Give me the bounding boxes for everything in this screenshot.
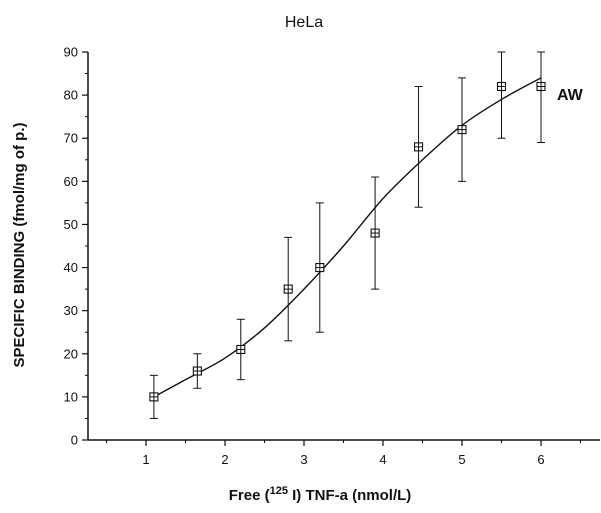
data-point-10 bbox=[536, 81, 546, 92]
data-markers bbox=[149, 81, 546, 402]
data-point-7 bbox=[413, 142, 424, 152]
y-ticks: 0 10 20 30 40 50 60 70 80 90 bbox=[64, 45, 88, 448]
data-point-5 bbox=[315, 263, 325, 273]
x-tick-label-2: 2 bbox=[221, 452, 228, 467]
x-tick-label-5: 5 bbox=[458, 452, 465, 467]
chart-title: HeLa bbox=[285, 14, 323, 31]
x-ticks: 1 2 3 4 5 6 bbox=[106, 440, 581, 467]
x-axis-title: Free (125 I) TNF-a (nmol/L) bbox=[229, 485, 412, 504]
x-tick-label-3: 3 bbox=[300, 452, 307, 467]
y-tick-label-60: 60 bbox=[64, 174, 78, 189]
x-axis-title-prefix: Free ( bbox=[229, 487, 270, 504]
x-tick-label-6: 6 bbox=[537, 452, 544, 467]
y-tick-label-0: 0 bbox=[71, 433, 78, 448]
data-point-6 bbox=[370, 228, 380, 238]
x-axis-title-suffix: I) TNF-a (nmol/L) bbox=[288, 487, 411, 504]
error-bars bbox=[149, 51, 545, 419]
series-label-aw: AW bbox=[557, 87, 584, 104]
y-tick-label-70: 70 bbox=[64, 131, 78, 146]
x-tick-label-4: 4 bbox=[379, 452, 386, 467]
x-axis-title-superscript: 125 bbox=[270, 485, 288, 497]
data-point-8 bbox=[457, 125, 467, 135]
y-tick-label-30: 30 bbox=[64, 303, 78, 318]
y-tick-label-90: 90 bbox=[64, 45, 78, 60]
error-bar-10 bbox=[537, 51, 545, 144]
y-axis-title: SPECIFIC BINDING (fmol/mg of p.) bbox=[11, 123, 28, 368]
data-point-4 bbox=[283, 284, 293, 294]
y-tick-label-20: 20 bbox=[64, 346, 78, 361]
y-tick-label-40: 40 bbox=[64, 260, 78, 275]
error-bar-9 bbox=[497, 51, 506, 139]
data-point-3 bbox=[236, 344, 246, 355]
x-tick-label-1: 1 bbox=[142, 452, 149, 467]
y-tick-label-10: 10 bbox=[64, 389, 78, 404]
y-tick-label-80: 80 bbox=[64, 88, 78, 103]
data-point-9 bbox=[496, 81, 507, 92]
data-point-1 bbox=[149, 392, 159, 402]
fit-curve bbox=[153, 77, 542, 398]
y-tick-label-50: 50 bbox=[64, 217, 78, 232]
data-point-2 bbox=[192, 366, 202, 376]
